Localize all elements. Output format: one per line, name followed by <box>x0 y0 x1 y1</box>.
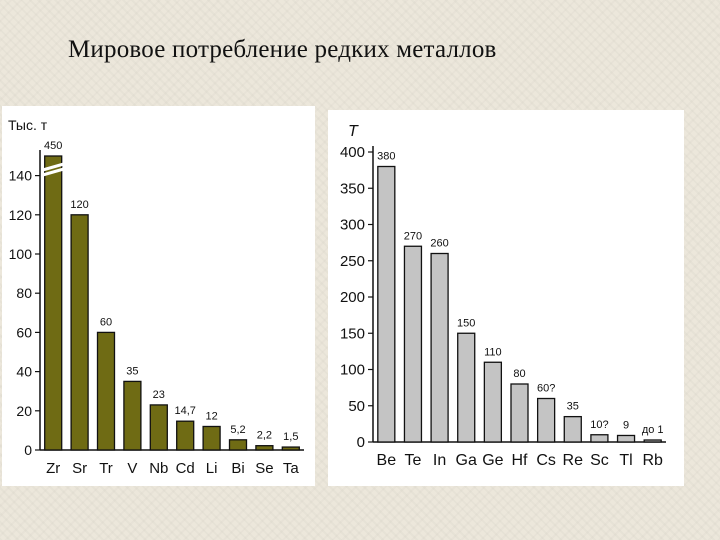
data-label-ge: 110 <box>484 346 502 358</box>
x-tick-label-tr: Tr <box>99 460 113 477</box>
bar-cd <box>176 420 195 451</box>
data-label-hf: 80 <box>513 368 525 380</box>
axis-break-mark <box>42 162 65 172</box>
data-label-bi: 5,2 <box>230 424 245 436</box>
x-tick-label-sr: Sr <box>72 460 87 477</box>
data-label-li: 12 <box>205 410 217 422</box>
bar-re <box>563 415 582 443</box>
bar-se <box>255 445 274 451</box>
x-tick-label-te: Te <box>405 452 422 469</box>
x-tick-label-cs: Cs <box>536 452 556 469</box>
data-label-be: 380 <box>377 151 395 163</box>
bar-v <box>123 380 142 451</box>
data-label-tr: 60 <box>100 316 112 328</box>
y-tick-label: 300 <box>340 217 365 234</box>
y-tick-label: 200 <box>340 289 365 306</box>
y-tick-label: 120 <box>9 207 33 223</box>
y-tick-label: 140 <box>9 168 33 184</box>
x-tick-label-in: In <box>433 452 446 469</box>
x-tick-label-nb: Nb <box>149 460 168 477</box>
y-tick-label: 250 <box>340 253 365 270</box>
x-tick-label-zr: Zr <box>46 460 60 477</box>
bar-ge <box>483 361 503 443</box>
y-tick-label: 0 <box>357 434 365 451</box>
bar-zr <box>44 155 63 451</box>
x-tick-label-hf: Hf <box>512 452 529 469</box>
bar-be <box>377 165 396 443</box>
bar-te <box>403 245 423 443</box>
chart-panel-left: Тыс. т 0 20 40 60 80 100 120 140 450 Zr 120 Sr 60 Tr 3… <box>2 106 315 486</box>
x-tick-label-ga: Ga <box>456 452 477 469</box>
slide-title: Мировое потребление редких металлов <box>68 36 497 63</box>
bar-bi <box>228 439 248 451</box>
x-tick-label-li: Li <box>206 460 218 477</box>
x-tick-label-re: Re <box>563 452 584 469</box>
bar-tr <box>96 331 116 451</box>
bar-cs <box>536 397 556 443</box>
y-tick-label: 50 <box>348 398 365 415</box>
bar-tl <box>616 434 636 443</box>
bar-nb <box>149 404 168 451</box>
data-label-in: 260 <box>430 238 448 250</box>
y-tick-label: 400 <box>340 144 365 161</box>
x-tick-label-se: Se <box>255 460 273 477</box>
data-label-sr: 120 <box>70 199 88 211</box>
y-axis-label: T <box>348 123 359 140</box>
bar-ta <box>281 446 300 451</box>
y-tick-label: 80 <box>16 285 32 301</box>
x-tick-label-sc: Sc <box>590 452 609 469</box>
y-tick-label: 100 <box>340 362 365 379</box>
y-tick-label: 350 <box>340 180 365 197</box>
y-tick-label: 40 <box>16 364 32 380</box>
bar-sc <box>590 434 609 443</box>
y-tick-label: 0 <box>24 442 32 458</box>
data-label-cs: 60? <box>537 383 555 395</box>
data-label-ga: 150 <box>457 317 475 329</box>
data-label-te: 270 <box>404 230 422 242</box>
data-label-sc: 10? <box>590 419 608 431</box>
bar-rb <box>643 439 662 443</box>
rare-metals-consumption-chart-left: Тыс. т 0 20 40 60 80 100 120 140 450 Zr 120 Sr 60 Tr 3… <box>8 117 304 477</box>
bar-in <box>430 252 449 443</box>
data-label-v: 35 <box>126 365 138 377</box>
data-label-re: 35 <box>567 401 579 413</box>
x-tick-label-bi: Bi <box>231 460 244 477</box>
data-label-tl: 9 <box>623 419 629 431</box>
y-tick-label: 20 <box>16 403 32 419</box>
y-tick-label: 100 <box>9 246 33 262</box>
bar-sr <box>70 214 89 451</box>
chart-panel-right: T 0 50 100 150 200 250 300 350 400 380 Be 270 Te 260 I… <box>328 110 684 486</box>
y-tick-label: 150 <box>340 325 365 342</box>
data-label-se: 2,2 <box>257 430 272 442</box>
data-label-zr: 450 <box>44 140 62 152</box>
bar-hf <box>510 383 529 443</box>
x-tick-label-be: Be <box>377 452 397 469</box>
data-label-cd: 14,7 <box>174 405 195 417</box>
rare-metals-consumption-chart-right: T 0 50 100 150 200 250 300 350 400 380 Be 270 Te 260 I… <box>340 123 666 469</box>
data-label-ta: 1,5 <box>283 431 298 443</box>
x-tick-label-v: V <box>127 460 137 477</box>
x-tick-label-ta: Ta <box>283 460 300 477</box>
x-tick-label-rb: Rb <box>642 452 663 469</box>
axis-break-mark <box>42 167 65 177</box>
x-tick-label-tl: Tl <box>619 452 632 469</box>
bar-ga <box>457 332 476 443</box>
y-axis-label: Тыс. т <box>8 117 48 133</box>
x-tick-label-ge: Ge <box>482 452 503 469</box>
data-label-rb: до 1 <box>642 424 664 436</box>
data-label-nb: 23 <box>153 389 165 401</box>
x-tick-label-cd: Cd <box>176 460 195 477</box>
bar-li <box>202 425 221 451</box>
y-tick-label: 60 <box>16 324 32 340</box>
